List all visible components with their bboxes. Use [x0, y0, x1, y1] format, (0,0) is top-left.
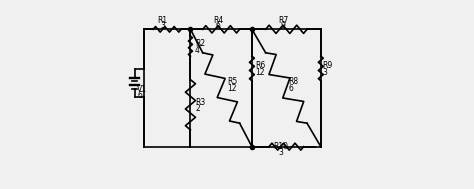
Text: 6: 6	[288, 84, 293, 93]
Text: 3: 3	[160, 21, 165, 30]
Text: R7: R7	[278, 16, 288, 25]
Text: 12: 12	[227, 84, 236, 93]
Text: R2: R2	[195, 39, 205, 48]
Text: R8: R8	[288, 77, 298, 86]
Text: R3: R3	[195, 98, 205, 107]
Text: R10: R10	[273, 142, 288, 150]
Text: R1: R1	[157, 16, 168, 25]
Text: R4: R4	[213, 16, 223, 25]
Text: 6: 6	[216, 21, 220, 30]
Text: 9: 9	[281, 21, 285, 30]
Text: V1: V1	[137, 85, 147, 94]
Text: 6: 6	[137, 91, 142, 100]
Text: 3: 3	[278, 148, 283, 157]
Text: 2: 2	[195, 104, 200, 113]
Text: 12: 12	[255, 68, 265, 77]
Text: R6: R6	[255, 61, 266, 70]
Text: R9: R9	[323, 61, 333, 70]
Text: 4: 4	[195, 46, 200, 55]
Text: R5: R5	[227, 77, 237, 86]
Text: 3: 3	[323, 68, 328, 77]
